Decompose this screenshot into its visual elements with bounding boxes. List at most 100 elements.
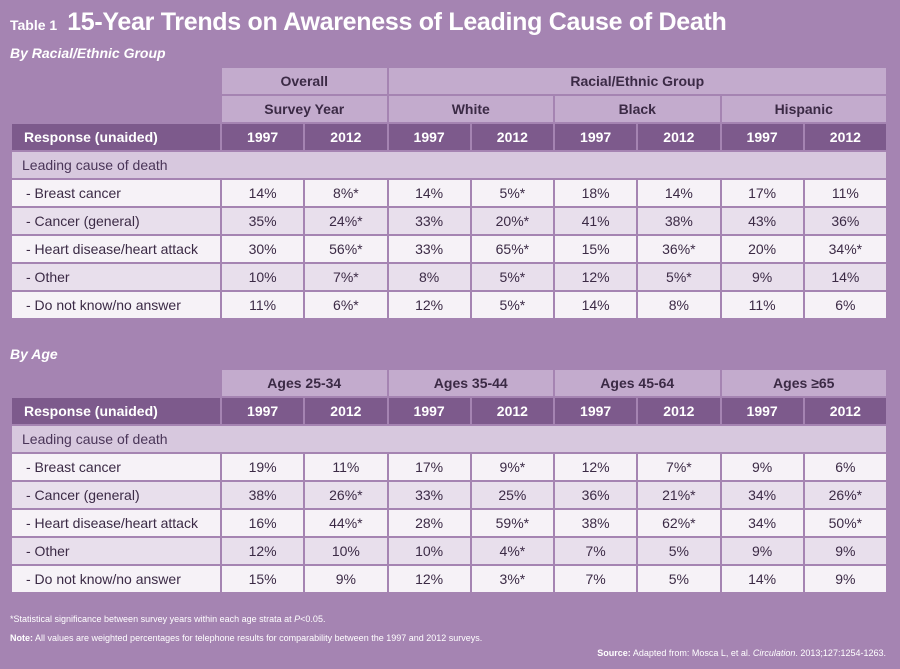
table-cell: 12% [555,264,637,290]
table-cell: 50%* [804,510,886,536]
leading-cause-label: Leading cause of death [12,152,886,178]
table-cell: 5%* [471,180,553,206]
table-cell: 25% [471,482,553,508]
source-label: Source: [597,648,631,658]
table-cell: 5%* [638,264,720,290]
section-heading-age: By Age [10,346,58,362]
table-cell: 38% [222,482,304,508]
table-cell: 8% [388,264,470,290]
source-citation-detail: . 2013;127:1254-1263. [795,648,886,658]
table-cell: 10% [222,264,304,290]
row-label: - Breast cancer [12,180,220,206]
table-cell: 19% [222,454,304,480]
table-cell: 12% [388,566,470,592]
table-cell: 34% [721,482,803,508]
table-cell: 65%* [471,236,553,262]
year-header-row: Response (unaided) 1997 2012 1997 2012 1… [12,124,886,150]
table-cell: 8% [638,292,720,318]
source-citation: Source: Adapted from: Mosca L, et al. Ci… [597,648,886,658]
table-cell: 36%* [638,236,720,262]
table-cell: 10% [305,538,387,564]
note-text: All values are weighted percentages for … [33,633,483,643]
table-row: - Do not know/no answer 11% 6%* 12% 5%* 14% 8%… [12,292,886,318]
row-label: - Other [12,538,220,564]
racial-ethnic-table: Overall Racial/Ethnic Group Survey Year … [10,66,888,320]
table-cell: 33% [388,236,470,262]
table-cell: 43% [721,208,803,234]
table-cell: 36% [804,208,886,234]
response-header: Response (unaided) [12,398,220,424]
blank-cell [12,370,220,396]
year-header: 1997 [222,124,304,150]
table-cell: 14% [555,292,637,318]
page-title: 15-Year Trends on Awareness of Leading C… [67,8,727,36]
year-header: 1997 [388,124,470,150]
table-cell: 7%* [305,264,387,290]
table-cell: 7% [555,538,637,564]
table-cell: 6% [804,454,886,480]
row-label: - Cancer (general) [12,482,220,508]
significance-threshold: <0.05. [300,614,326,624]
table-row: - Cancer (general) 35% 24%* 33% 20%* 41% 38% 43… [12,208,886,234]
year-header: 2012 [804,124,886,150]
table-cell: 24%* [305,208,387,234]
group-header-hispanic: Hispanic [721,96,886,122]
table-cell: 9% [721,264,803,290]
year-header: 1997 [721,398,803,424]
table-cell: 30% [222,236,304,262]
year-header: 2012 [305,398,387,424]
year-header: 1997 [555,398,637,424]
title-row: Table 1 15-Year Trends on Awareness of L… [10,8,727,37]
table-cell: 35% [222,208,304,234]
table-cell: 34%* [804,236,886,262]
table-cell: 28% [388,510,470,536]
table-cell: 9%* [471,454,553,480]
table-cell: 5%* [471,264,553,290]
year-header: 2012 [305,124,387,150]
row-label: - Heart disease/heart attack [12,510,220,536]
table-cell: 26%* [804,482,886,508]
group-header-ages-65-plus: Ages ≥65 [721,370,886,396]
table-row: - Do not know/no answer 15% 9% 12% 3%* 7% 5% 14… [12,566,886,592]
group-header-black: Black [555,96,720,122]
table-cell: 9% [721,538,803,564]
year-header: 1997 [388,398,470,424]
table-row: - Cancer (general) 38% 26%* 33% 25% 36% 21%* 34… [12,482,886,508]
table-cell: 33% [388,482,470,508]
table-cell: 9% [721,454,803,480]
table-cell: 33% [388,208,470,234]
table-cell: 3%* [471,566,553,592]
leading-cause-row: Leading cause of death [12,152,886,178]
table-cell: 5%* [471,292,553,318]
note-label: Note: [10,633,33,643]
table-cell: 9% [305,566,387,592]
table-cell: 20%* [471,208,553,234]
racial-group-header: Racial/Ethnic Group [388,68,886,94]
year-header: 2012 [471,124,553,150]
table-cell: 7% [555,566,637,592]
table-cell: 6%* [305,292,387,318]
table-row: - Heart disease/heart attack 30% 56%* 33% 65… [12,236,886,262]
table-cell: 17% [721,180,803,206]
table-cell: 21%* [638,482,720,508]
row-label: - Do not know/no answer [12,292,220,318]
table-cell: 17% [388,454,470,480]
significance-p: P [294,614,301,624]
table-cell: 5% [638,538,720,564]
table-cell: 8%* [305,180,387,206]
table-cell: 4%* [471,538,553,564]
table-cell: 11% [305,454,387,480]
table-cell: 34% [721,510,803,536]
row-label: - Breast cancer [12,454,220,480]
table-cell: 6% [804,292,886,318]
table-cell: 12% [388,292,470,318]
group-header-row: Ages 25-34 Ages 35-44 Ages 45-64 Ages ≥6… [12,370,886,396]
table-cell: 15% [555,236,637,262]
table-cell: 14% [638,180,720,206]
table-cell: 16% [222,510,304,536]
table-row: - Breast cancer 19% 11% 17% 9%* 12% 7%* 9% 6% [12,454,886,480]
year-header: 1997 [555,124,637,150]
table-cell: 9% [804,566,886,592]
table-cell: 20% [721,236,803,262]
table-cell: 11% [721,292,803,318]
